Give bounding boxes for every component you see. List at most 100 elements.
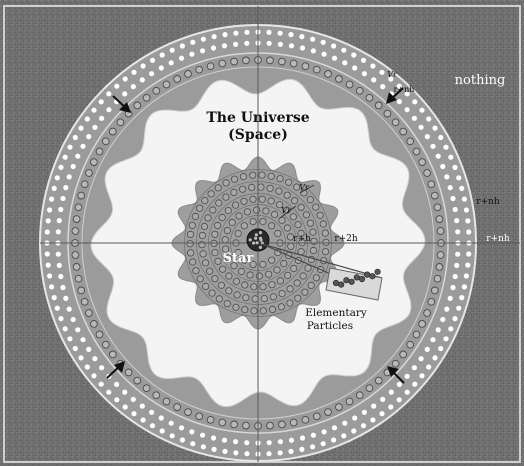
white-particle-dot xyxy=(342,420,348,426)
star-particle xyxy=(198,231,207,240)
hollow-particle xyxy=(90,158,98,166)
white-particle-dot xyxy=(466,251,472,257)
star-particle xyxy=(280,259,288,268)
hollow-particle xyxy=(278,420,286,429)
white-particle-dot xyxy=(149,57,156,63)
white-particle-dot xyxy=(463,207,469,213)
star-particle xyxy=(202,282,210,290)
star-particle xyxy=(207,190,215,198)
star-particle xyxy=(239,173,248,181)
star-particle xyxy=(297,203,305,211)
white-particle-dot xyxy=(211,446,217,452)
star-particle xyxy=(309,228,317,236)
star-particle xyxy=(211,230,219,238)
star-particle xyxy=(258,171,266,179)
particle-dot xyxy=(358,275,366,283)
white-particle-dot xyxy=(190,441,196,447)
white-particle-dot xyxy=(299,45,306,51)
star-particle xyxy=(289,213,297,221)
white-particle-dot xyxy=(361,71,367,77)
white-particle-dot xyxy=(92,124,98,130)
star-particle xyxy=(243,208,251,216)
white-particle-dot xyxy=(466,229,472,235)
white-particle-dot xyxy=(210,45,217,51)
white-particle-dot xyxy=(55,251,61,257)
hollow-particle xyxy=(74,274,83,283)
white-particle-dot xyxy=(360,423,367,429)
white-particle-dot xyxy=(67,336,73,342)
white-particle-dot xyxy=(139,403,145,409)
star-particle xyxy=(237,267,245,276)
star-particle xyxy=(293,279,301,287)
white-particle-dot xyxy=(47,273,53,279)
white-particle-dot xyxy=(266,451,272,457)
white-particle-dot xyxy=(78,355,84,361)
white-particle-dot xyxy=(244,40,250,46)
star-particle xyxy=(206,267,214,275)
hollow-particle xyxy=(108,127,117,136)
white-particle-dot xyxy=(99,115,105,121)
star-particle xyxy=(188,221,196,229)
star-particle xyxy=(249,195,257,203)
radius-label-r-plus-h: r+h xyxy=(293,234,311,244)
white-particle-dot xyxy=(450,284,456,291)
white-particle-dot xyxy=(58,316,64,322)
star-particle xyxy=(241,281,249,289)
hollow-particle xyxy=(230,57,238,66)
white-particle-dot xyxy=(370,63,376,69)
white-particle-dot xyxy=(86,134,92,140)
white-particle-dot xyxy=(63,295,69,301)
white-particle-dot xyxy=(266,29,272,35)
particle-cluster-icon xyxy=(332,268,381,288)
star-particle xyxy=(290,264,298,273)
hollow-particle xyxy=(95,330,104,339)
white-particle-dot xyxy=(396,381,402,387)
hollow-particle xyxy=(101,340,110,349)
star-particle xyxy=(267,172,275,180)
star-particle xyxy=(321,229,329,237)
hollow-particle xyxy=(412,147,421,156)
star-particle xyxy=(249,260,257,268)
white-particle-dot xyxy=(424,346,430,352)
star-particle xyxy=(209,206,217,214)
core-speck xyxy=(255,241,259,245)
hollow-particle xyxy=(345,80,354,89)
star-particle xyxy=(255,272,263,280)
white-particle-dot xyxy=(158,415,164,421)
white-particle-dot xyxy=(447,185,453,191)
white-particle-dot xyxy=(84,364,90,370)
white-particle-dot xyxy=(60,284,66,291)
white-particle-dot xyxy=(58,273,64,280)
hollow-particle xyxy=(427,180,436,189)
white-particle-dot xyxy=(404,389,410,395)
hollow-particle xyxy=(412,330,421,339)
star-particle xyxy=(278,289,286,298)
star-particle xyxy=(309,246,318,255)
white-particle-dot xyxy=(341,433,347,439)
star-particle xyxy=(278,216,286,224)
white-particle-dot xyxy=(426,364,432,370)
hollow-particle xyxy=(312,412,321,421)
star-particle xyxy=(286,285,294,293)
white-particle-dot xyxy=(456,175,462,181)
star-particle xyxy=(294,294,302,302)
white-particle-dot xyxy=(452,316,458,322)
star-particle xyxy=(266,184,274,192)
star-particle xyxy=(268,281,276,289)
white-particle-dot xyxy=(444,174,450,180)
white-particle-dot xyxy=(122,91,128,97)
star-particle xyxy=(225,254,233,262)
white-particle-dot xyxy=(351,52,357,58)
star-particle xyxy=(218,213,226,222)
star-particle xyxy=(235,212,243,220)
hollow-particle xyxy=(133,101,142,110)
white-particle-dot xyxy=(222,448,228,454)
white-particle-dot xyxy=(465,262,471,268)
star-particle xyxy=(275,201,284,209)
star-particle xyxy=(275,187,283,195)
white-particle-dot xyxy=(404,107,410,113)
star-particle xyxy=(251,295,259,303)
hollow-particle xyxy=(278,57,286,66)
